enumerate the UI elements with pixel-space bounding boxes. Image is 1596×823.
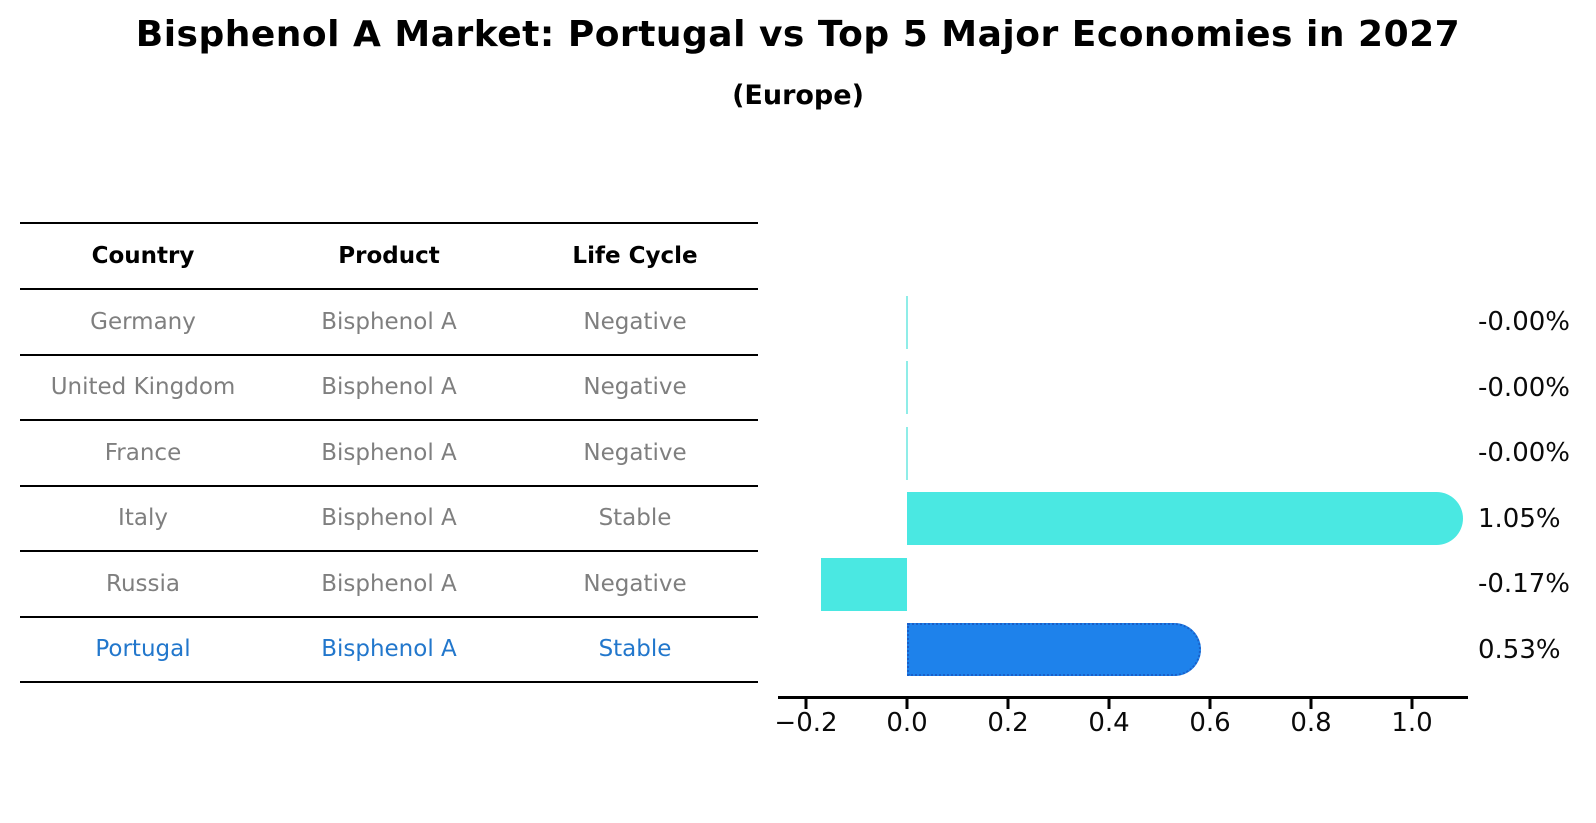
cell-life-cycle: Negative bbox=[583, 308, 687, 335]
table-header-row: Country Product Life Cycle bbox=[20, 224, 758, 290]
cell-country: France bbox=[104, 439, 182, 466]
table-row-italy: Italy Bisphenol A Stable bbox=[20, 487, 758, 552]
bar-value-label: 0.53% bbox=[1478, 634, 1561, 665]
column-header-country: Country bbox=[91, 243, 195, 269]
cell-country: Germany bbox=[90, 308, 196, 335]
bar-value-label: -0.00% bbox=[1478, 372, 1570, 403]
x-tick bbox=[804, 699, 808, 709]
cell-product: Bisphenol A bbox=[321, 505, 457, 532]
bar-value-label: -0.17% bbox=[1478, 569, 1570, 599]
x-axis bbox=[778, 696, 1468, 699]
column-header-life-cycle: Life Cycle bbox=[572, 243, 698, 269]
bar-italy bbox=[907, 492, 1464, 545]
bar-value-label: 1.05% bbox=[1478, 503, 1561, 534]
bar-united-kingdom bbox=[906, 361, 908, 414]
x-tick bbox=[1410, 699, 1414, 709]
cell-life-cycle: Negative bbox=[583, 439, 687, 466]
table-row-russia: Russia Bisphenol A Negative bbox=[20, 552, 758, 618]
cell-product: Bisphenol A bbox=[321, 439, 457, 466]
table-row-united-kingdom: United Kingdom Bisphenol A Negative bbox=[20, 356, 758, 421]
x-tick bbox=[1107, 699, 1111, 709]
bar-germany bbox=[906, 295, 908, 349]
x-tick-label: −0.2 bbox=[774, 708, 838, 738]
cell-life-cycle: Negative bbox=[583, 374, 687, 401]
x-tick-label: 0.8 bbox=[1290, 708, 1332, 738]
bar-value-label: -0.00% bbox=[1478, 438, 1570, 468]
bar-portugal bbox=[907, 623, 1201, 676]
cell-life-cycle: Stable bbox=[598, 505, 672, 532]
bar-russia bbox=[821, 557, 907, 611]
bar-france bbox=[906, 426, 908, 480]
x-tick bbox=[1208, 699, 1212, 709]
x-tick-label: 0.2 bbox=[987, 708, 1029, 738]
bar-value-label: -0.00% bbox=[1478, 307, 1570, 337]
x-tick-label: 0.4 bbox=[1088, 708, 1130, 738]
cell-product: Bisphenol A bbox=[321, 636, 457, 663]
chart-subtitle: (Europe) bbox=[732, 80, 864, 111]
column-header-product: Product bbox=[338, 243, 440, 269]
x-tick bbox=[1006, 699, 1010, 709]
x-tick bbox=[1309, 699, 1313, 709]
cell-country: Portugal bbox=[95, 636, 191, 663]
cell-life-cycle: Negative bbox=[583, 570, 687, 597]
table-row-germany: Germany Bisphenol A Negative bbox=[20, 290, 758, 356]
x-tick-label: 0.0 bbox=[886, 708, 928, 738]
x-tick bbox=[905, 699, 909, 709]
x-tick-label: 0.6 bbox=[1189, 708, 1231, 738]
cell-country: Russia bbox=[106, 570, 180, 597]
x-tick-label: 1.0 bbox=[1391, 708, 1433, 738]
cell-life-cycle: Stable bbox=[598, 636, 672, 663]
cell-product: Bisphenol A bbox=[321, 570, 457, 597]
cell-product: Bisphenol A bbox=[321, 308, 457, 335]
data-table: Country Product Life Cycle Germany Bisph… bbox=[20, 222, 758, 683]
cell-country: United Kingdom bbox=[50, 374, 236, 401]
chart-title: Bisphenol A Market: Portugal vs Top 5 Ma… bbox=[135, 14, 1461, 55]
cell-country: Italy bbox=[118, 505, 168, 532]
table-row-france: France Bisphenol A Negative bbox=[20, 421, 758, 487]
cell-product: Bisphenol A bbox=[321, 374, 457, 401]
table-row-portugal: Portugal Bisphenol A Stable bbox=[20, 618, 758, 683]
